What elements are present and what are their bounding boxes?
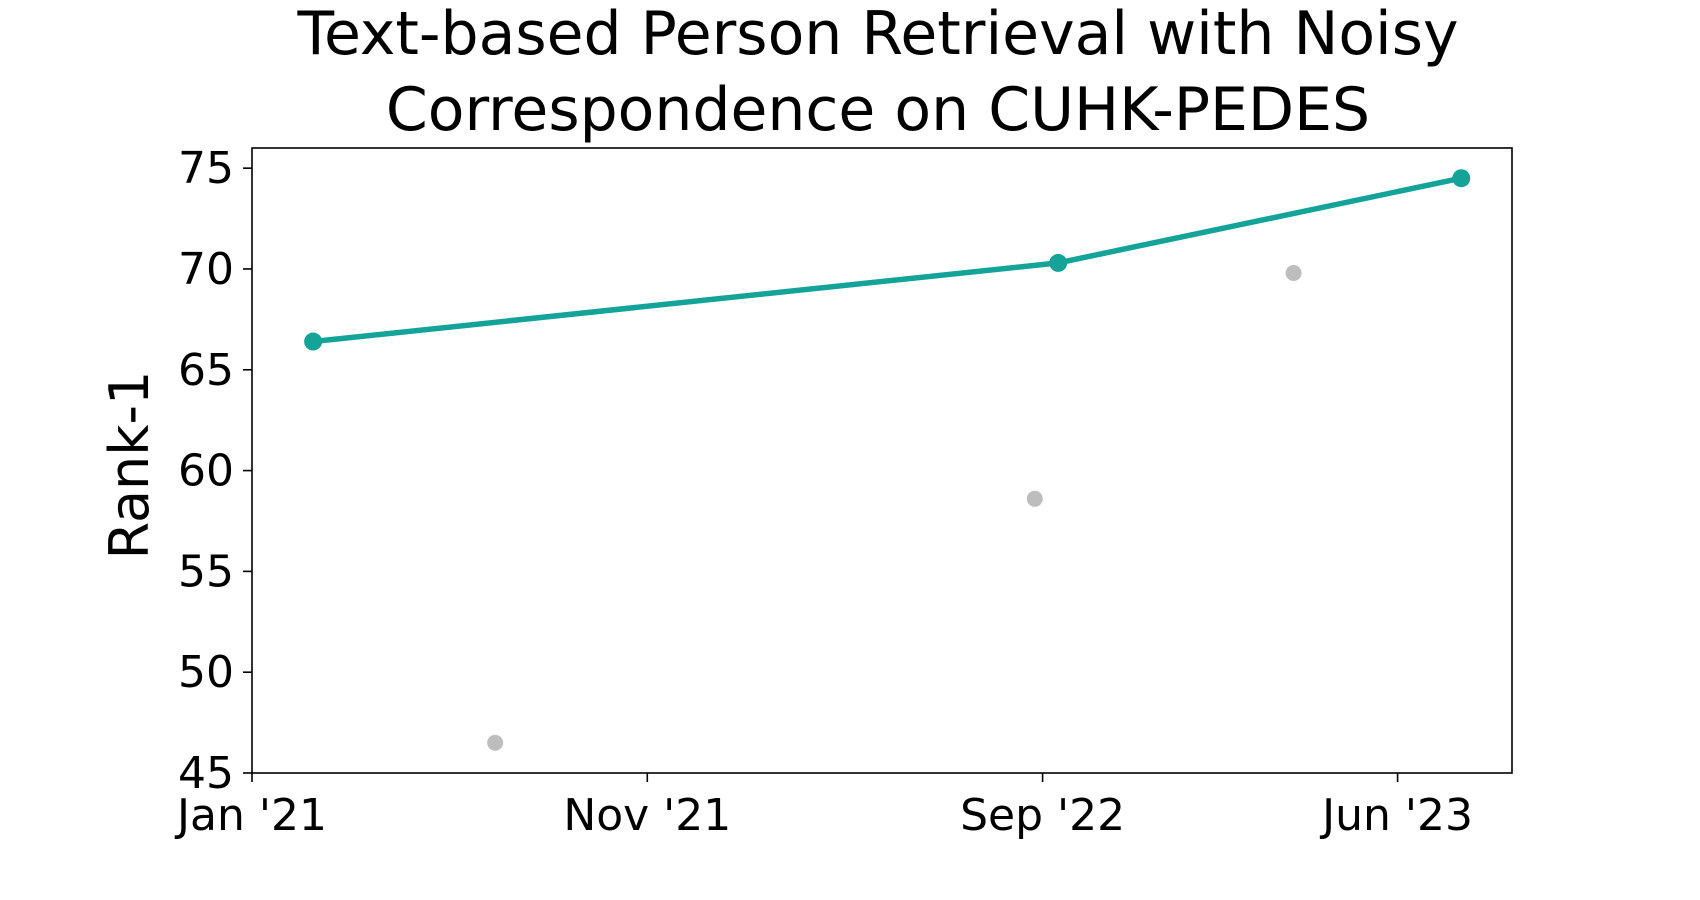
plot-frame xyxy=(251,147,1513,774)
series-1 xyxy=(487,265,1302,751)
chart-title-line-2: Correspondence on CUHK-PEDES xyxy=(386,75,1370,145)
plot-area xyxy=(304,169,1471,751)
y-tick-label-2: 55 xyxy=(178,546,234,597)
axes: 45 50 55 60 65 70 75 Jan '21 Nov '21 Sep '22 Jun '… xyxy=(174,143,1513,841)
y-tick-label-1: 50 xyxy=(178,647,234,698)
series-1-point-1 xyxy=(1026,490,1043,507)
x-tick-label-0: Jan '21 xyxy=(174,790,327,841)
y-tick-label-3: 60 xyxy=(178,446,234,497)
x-tick-label-2: Sep '22 xyxy=(960,790,1125,841)
chart-title-line-1: Text-based Person Retrieval with Noisy xyxy=(297,0,1459,69)
series-0-point-1 xyxy=(1049,253,1068,272)
chart-title: Text-based Person Retrieval with Noisy C… xyxy=(297,0,1459,145)
series-1-point-2 xyxy=(1285,265,1302,281)
series-0-line xyxy=(310,175,1465,345)
x-tick-label-1: Nov '21 xyxy=(563,790,731,841)
y-tick-label-4: 65 xyxy=(178,345,234,396)
series-0-point-2 xyxy=(1452,169,1471,188)
x-tick-label-3: Jun '23 xyxy=(1319,790,1473,841)
series-0-point-0 xyxy=(304,332,323,351)
y-axis-label: Rank-1 xyxy=(98,371,161,560)
series-1-point-0 xyxy=(487,734,504,751)
series-0 xyxy=(304,169,1471,351)
y-tick-label-0: 45 xyxy=(178,748,234,799)
y-tick-label-6: 75 xyxy=(178,143,234,194)
y-tick-label-5: 70 xyxy=(178,244,234,295)
